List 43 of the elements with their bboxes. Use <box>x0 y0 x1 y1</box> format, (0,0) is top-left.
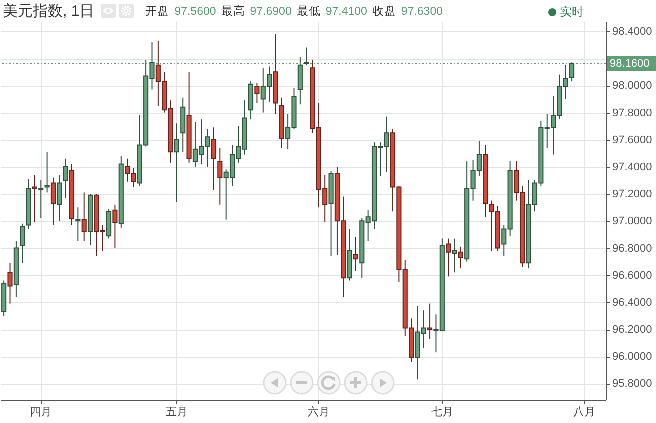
candlestick <box>50 177 56 226</box>
candlestick <box>428 303 433 340</box>
candlestick <box>38 180 44 219</box>
candlestick <box>446 238 452 278</box>
x-tick-label: 五月 <box>166 406 188 418</box>
x-tick-label: 八月 <box>573 406 596 418</box>
candlestick <box>63 158 68 199</box>
y-tick-label: 97.4000 <box>612 161 652 174</box>
y-tick-label: 95.8000 <box>612 378 652 390</box>
candlestick <box>254 82 260 104</box>
candlestick <box>570 62 575 82</box>
y-tick-label: 96.8000 <box>612 242 652 255</box>
candlestick <box>211 127 217 190</box>
chart-subtitle: 开盘 97.5600 最高 97.6900 最低 97.4100 收盘 97.6300 <box>146 6 443 18</box>
candlestick <box>44 152 50 194</box>
text: 实时 <box>560 5 584 19</box>
chart-title: 美元指数, 1日 <box>3 2 95 20</box>
candlestick <box>57 174 62 222</box>
candlestick <box>76 207 81 242</box>
candlestick <box>218 148 223 206</box>
candlestick <box>174 123 180 203</box>
candlestick <box>353 236 359 272</box>
candlestick <box>32 174 38 224</box>
y-tick-label: 98.4000 <box>612 26 652 38</box>
x-tick-label: 四月 <box>30 406 52 418</box>
candlestick <box>20 223 26 264</box>
candlestick <box>452 238 458 274</box>
y-tick-label: 97.0000 <box>612 216 652 228</box>
x-tick-label: 六月 <box>308 406 330 418</box>
ref-line-label: 98.1600 <box>610 58 650 70</box>
candlestick <box>112 204 118 249</box>
x-tick-label: 七月 <box>431 406 454 418</box>
candlestick <box>8 262 13 304</box>
y-tick-label: 96.6000 <box>612 270 652 282</box>
y-tick-label: 97.2000 <box>612 188 652 201</box>
y-tick-label: 96.4000 <box>612 296 652 309</box>
y-tick-label: 96.0000 <box>612 351 652 364</box>
candlestick <box>458 246 464 270</box>
y-tick-label: 97.6000 <box>612 134 652 146</box>
y-tick-label: 96.2000 <box>612 324 652 336</box>
y-tick-label: 97.8000 <box>612 107 652 120</box>
candlestick <box>82 192 87 242</box>
y-tick-label: 98.0000 <box>612 80 652 92</box>
